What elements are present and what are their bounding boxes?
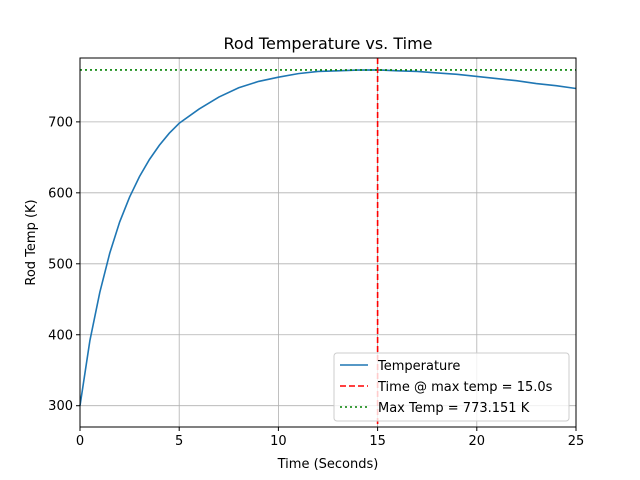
x-tick-label: 0 xyxy=(76,434,84,449)
x-tick-label: 25 xyxy=(568,434,585,449)
y-tick-label: 400 xyxy=(48,328,73,343)
x-axis-label: Time (Seconds) xyxy=(277,457,379,472)
y-tick-label: 500 xyxy=(48,257,73,272)
chart-title: Rod Temperature vs. Time xyxy=(224,34,433,53)
x-tick-label: 20 xyxy=(469,434,486,449)
series-line-temperature xyxy=(79,69,577,406)
y-tick-label: 700 xyxy=(48,115,73,130)
x-tick-label: 15 xyxy=(369,434,386,449)
x-tick-label: 5 xyxy=(175,434,183,449)
y-axis: 300 400 500 600 700 xyxy=(48,115,80,414)
x-axis: 0 5 10 15 20 25 xyxy=(76,427,584,449)
legend-label: Time @ max temp = 15.0s xyxy=(377,380,553,395)
plot-frame xyxy=(79,57,577,428)
legend-label: Temperature xyxy=(377,359,460,374)
legend-box xyxy=(333,352,570,422)
x-tick-label: 10 xyxy=(270,434,287,449)
y-tick-label: 600 xyxy=(48,186,73,201)
grid xyxy=(79,58,577,427)
y-axis-label: Rod Temp (K) xyxy=(24,199,39,285)
legend: Temperature Time @ max temp = 15.0s Max Te… xyxy=(333,352,570,422)
y-tick-label: 300 xyxy=(48,399,73,414)
legend-label: Max Temp = 773.151 K xyxy=(378,401,530,416)
